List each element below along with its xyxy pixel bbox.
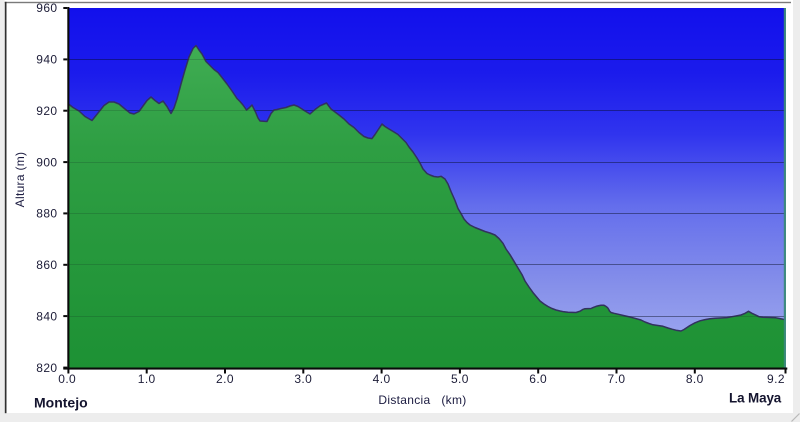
svg-text:5.0: 5.0 xyxy=(451,372,469,386)
svg-text:840: 840 xyxy=(36,309,57,323)
svg-text:4.0: 4.0 xyxy=(373,372,391,386)
svg-text:820: 820 xyxy=(36,361,57,375)
svg-text:880: 880 xyxy=(36,207,57,221)
svg-text:1.0: 1.0 xyxy=(138,372,156,386)
svg-text:La Maya: La Maya xyxy=(729,391,782,406)
svg-text:Altura (m): Altura (m) xyxy=(13,152,27,208)
svg-text:920: 920 xyxy=(36,104,57,118)
svg-text:2.0: 2.0 xyxy=(216,372,234,386)
svg-text:960: 960 xyxy=(36,1,57,15)
svg-text:8.0: 8.0 xyxy=(686,372,704,386)
svg-text:6.0: 6.0 xyxy=(529,372,547,386)
svg-text:940: 940 xyxy=(36,53,57,67)
svg-text:0.0: 0.0 xyxy=(58,372,76,386)
svg-text:860: 860 xyxy=(36,258,57,272)
svg-text:900: 900 xyxy=(36,155,57,169)
svg-text:Distancia (km): Distancia (km) xyxy=(378,393,466,407)
svg-text:9.2: 9.2 xyxy=(767,372,785,386)
svg-text:3.0: 3.0 xyxy=(294,372,312,386)
svg-text:Montejo: Montejo xyxy=(34,395,88,411)
svg-text:7.0: 7.0 xyxy=(608,372,626,386)
